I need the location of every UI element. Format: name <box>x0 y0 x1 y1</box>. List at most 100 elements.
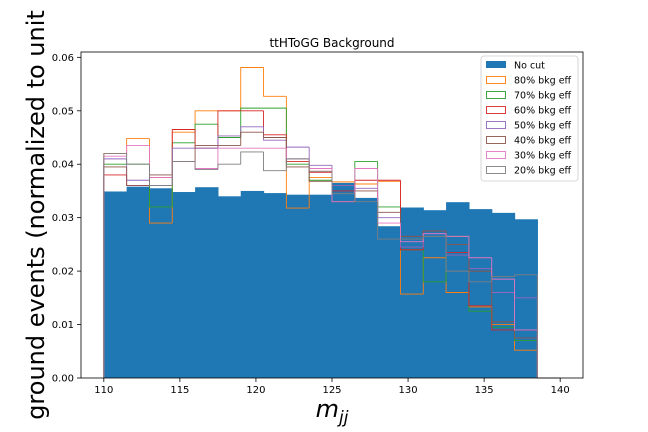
y-tick-label: 0.03 <box>52 213 74 224</box>
step-20-bkg-eff-2 <box>149 164 173 187</box>
step-20-bkg-eff-12 <box>377 201 401 240</box>
bar-no-cut-4 <box>195 187 219 378</box>
y-axis-ticks: 0.00 0.01 0.02 0.03 0.04 0.05 0.06 <box>52 53 81 385</box>
step-20-bkg-eff-11 <box>354 193 378 203</box>
step-50-bkg-eff-19 <box>536 297 561 379</box>
step-70-bkg-eff-12 <box>377 161 401 208</box>
x-tick-label: 135 <box>475 385 494 396</box>
y-axis-label: ground events (normalized to unit <box>22 10 50 420</box>
step-30-bkg-eff-16 <box>468 236 492 259</box>
x-tick-label: 110 <box>94 385 113 396</box>
legend-item-50-bkg-eff: 50% bkg eff <box>486 121 572 132</box>
legend-swatch <box>486 121 506 129</box>
step-60-bkg-eff-5 <box>217 110 241 149</box>
step-30-bkg-eff-13 <box>400 223 424 243</box>
x-axis-label-subscript: jj <box>337 408 349 428</box>
step-70-bkg-eff-11 <box>354 161 378 186</box>
step-60-bkg-eff-8 <box>285 134 310 163</box>
step-20-bkg-eff-1 <box>126 153 150 165</box>
step-60-bkg-eff-13 <box>400 180 424 251</box>
step-70-bkg-eff-4 <box>194 123 218 143</box>
step-30-bkg-eff-2 <box>149 145 173 179</box>
legend-swatch <box>486 151 506 159</box>
legend-item-30-bkg-eff: 30% bkg eff <box>486 151 572 162</box>
step-20-bkg-eff-16 <box>468 271 492 283</box>
legend-label: 70% bkg eff <box>514 91 572 102</box>
bar-no-cut-0 <box>103 191 128 378</box>
bar-no-cut-10 <box>332 182 356 378</box>
step-20-bkg-eff-7 <box>263 151 287 172</box>
step-20-bkg-eff-6 <box>240 151 264 165</box>
bar-no-cut-9 <box>309 194 333 378</box>
step-20-bkg-eff-10 <box>331 171 355 195</box>
legend-label: 60% bkg eff <box>514 106 572 117</box>
x-tick-label: 120 <box>246 385 265 396</box>
step-20-bkg-eff-9 <box>308 158 332 172</box>
step-40-bkg-eff-8 <box>285 137 310 168</box>
step-40-bkg-eff-9 <box>308 166 332 182</box>
step-30-bkg-eff-8 <box>285 148 310 160</box>
step-40-bkg-eff-19 <box>536 337 561 379</box>
step-60-bkg-eff-9 <box>308 161 332 173</box>
step-50-bkg-eff-8 <box>285 140 310 148</box>
bar-no-cut-1 <box>126 186 151 378</box>
legend-label: 80% bkg eff <box>514 76 572 87</box>
step-30-bkg-eff-11 <box>354 168 378 202</box>
step-50-bkg-eff-6 <box>240 126 264 136</box>
step-70-bkg-eff-14 <box>422 249 447 283</box>
bar-no-cut-16 <box>468 209 493 378</box>
step-20-bkg-eff-17 <box>491 276 515 282</box>
bar-no-cut-17 <box>491 212 516 378</box>
bar-no-cut-15 <box>446 202 470 378</box>
step-20-bkg-eff-15 <box>445 236 469 272</box>
x-tick-label: 115 <box>170 385 189 396</box>
legend-label: 20% bkg eff <box>514 166 572 177</box>
step-30-bkg-eff-5 <box>217 147 241 169</box>
legend-swatch <box>486 91 506 99</box>
x-tick-label: 140 <box>551 385 570 396</box>
step-80-bkg-eff-19 <box>536 350 561 379</box>
step-50-bkg-eff-9 <box>308 147 332 166</box>
step-40-bkg-eff-1 <box>126 166 150 187</box>
bar-no-cut-8 <box>286 194 310 378</box>
x-axis-label: mjj <box>316 395 349 428</box>
step-20-bkg-eff-18 <box>514 274 538 277</box>
step-40-bkg-eff-4 <box>194 145 218 162</box>
step-60-bkg-eff-19 <box>536 329 561 379</box>
legend: No cut 80% bkg eff 70% bkg eff 60% bkg eff 5… <box>480 55 579 182</box>
step-50-bkg-eff-3 <box>171 147 196 186</box>
step-50-bkg-eff-2 <box>149 180 173 187</box>
bar-no-cut-12 <box>377 226 402 378</box>
legend-label: 30% bkg eff <box>514 151 572 162</box>
step-80-bkg-eff-4 <box>194 110 218 133</box>
step-60-bkg-eff-7 <box>263 110 287 136</box>
step-40-bkg-eff-2 <box>149 174 173 186</box>
legend-swatch <box>486 61 506 68</box>
step-70-bkg-eff-6 <box>240 107 264 138</box>
step-30-bkg-eff-18 <box>514 279 538 331</box>
step-80-bkg-eff-1 <box>126 138 150 154</box>
step-80-bkg-eff-10 <box>331 177 355 183</box>
step-50-bkg-eff-12 <box>377 188 401 219</box>
step-50-bkg-eff-10 <box>331 165 355 187</box>
step-60-bkg-eff-3 <box>171 129 196 178</box>
step-40-bkg-eff-6 <box>240 131 264 146</box>
series-20-bkg-eff <box>103 151 561 379</box>
step-20-bkg-eff-4 <box>194 161 218 171</box>
step-60-bkg-eff-2 <box>149 177 173 186</box>
bar-no-cut-18 <box>514 219 538 378</box>
legend-label: No cut <box>514 61 545 72</box>
legend-item-60-bkg-eff: 60% bkg eff <box>486 106 572 117</box>
bar-no-cut-6 <box>240 190 265 378</box>
legend-label: 50% bkg eff <box>514 121 572 132</box>
step-20-bkg-eff-0 <box>103 153 127 378</box>
legend-item-no-cut: No cut <box>486 61 545 72</box>
y-tick-label: 0.01 <box>52 320 74 331</box>
step-60-bkg-eff-11 <box>354 179 378 191</box>
x-axis-ticks: 110 115 120 125 130 135 140 <box>94 378 570 396</box>
legend-label: 40% bkg eff <box>514 136 572 147</box>
legend-item-20-bkg-eff: 20% bkg eff <box>486 166 572 177</box>
step-80-bkg-eff-12 <box>377 180 401 185</box>
legend-item-70-bkg-eff: 70% bkg eff <box>486 91 572 102</box>
